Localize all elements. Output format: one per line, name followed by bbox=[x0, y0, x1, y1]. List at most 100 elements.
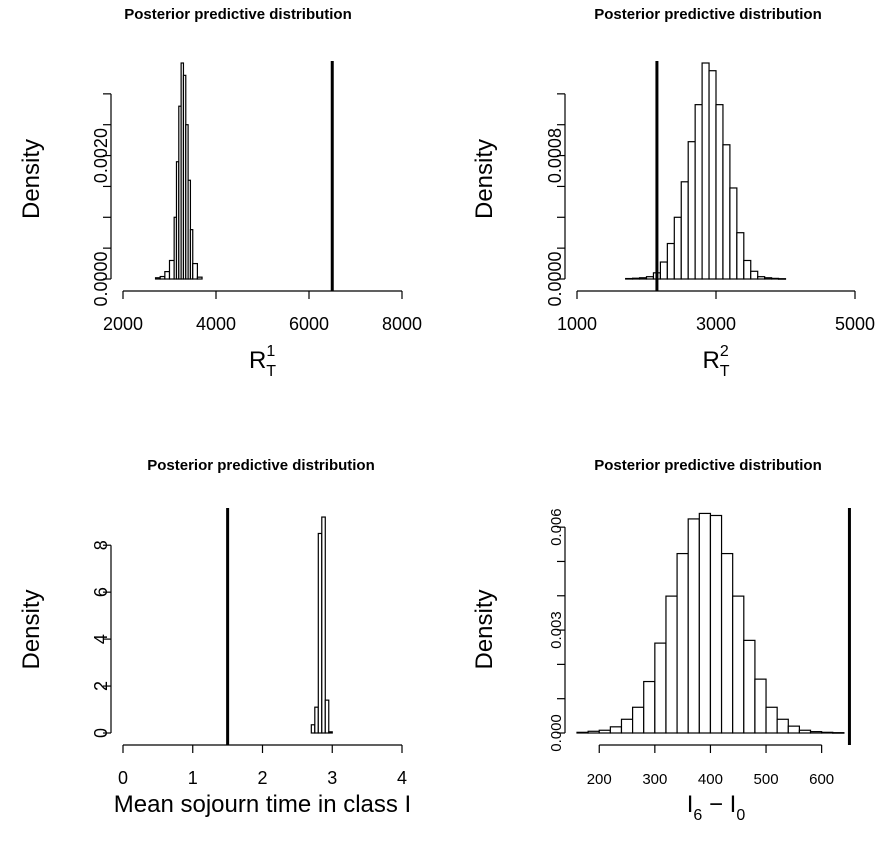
x-label-subscript: 0 bbox=[736, 807, 745, 824]
histogram-bar bbox=[676, 552, 689, 734]
histogram-bar bbox=[654, 642, 667, 734]
histogram-bar bbox=[777, 278, 787, 280]
y-axis-label: Density bbox=[18, 589, 45, 669]
y-axis-label: Density bbox=[471, 589, 498, 669]
x-label-minus: − I bbox=[702, 791, 736, 818]
y-tick-label: 0.0020 bbox=[91, 128, 111, 183]
histogram-bar bbox=[168, 259, 175, 280]
histogram-bar bbox=[798, 729, 812, 734]
x-tick-label: 8000 bbox=[382, 314, 422, 334]
histogram-bar bbox=[673, 216, 682, 280]
y-tick-label: 2 bbox=[91, 681, 111, 691]
y-tick-label: 0.0000 bbox=[91, 251, 111, 306]
chart-title: Posterior predictive distribution bbox=[147, 457, 375, 474]
histogram-bar bbox=[196, 276, 203, 280]
histogram-bar bbox=[687, 518, 700, 734]
histogram-bar bbox=[643, 680, 656, 734]
x-tick-label: 5000 bbox=[835, 314, 875, 334]
y-tick-label: 0.003 bbox=[548, 611, 565, 649]
histogram-bar bbox=[631, 706, 645, 734]
histogram-bar bbox=[680, 181, 689, 280]
x-tick-label: 3 bbox=[327, 768, 337, 788]
histogram-bar bbox=[687, 141, 696, 280]
x-axis-label: Mean sojourn time in class I bbox=[114, 791, 411, 818]
histogram-bar bbox=[770, 277, 780, 280]
histogram-bar bbox=[189, 229, 194, 280]
x-label-base: I bbox=[687, 791, 694, 818]
histogram-bar bbox=[708, 70, 717, 280]
histogram-bar bbox=[787, 725, 801, 734]
y-tick-label: 4 bbox=[91, 634, 111, 644]
histogram-bar bbox=[754, 678, 767, 734]
histogram-bar bbox=[638, 277, 648, 280]
histogram-bar bbox=[666, 242, 675, 280]
y-axis-label: Density bbox=[18, 139, 45, 219]
x-tick-label: 3000 bbox=[696, 314, 736, 334]
y-axis-label: Density bbox=[471, 139, 498, 219]
x-tick-label: 4000 bbox=[196, 314, 236, 334]
x-tick-label: 1 bbox=[188, 768, 198, 788]
histogram-bar bbox=[694, 104, 703, 280]
x-tick-label: 2000 bbox=[103, 314, 143, 334]
y-tick-label: 0.000 bbox=[548, 714, 565, 752]
y-tick-label: 8 bbox=[91, 540, 111, 550]
histogram-bar bbox=[620, 718, 634, 734]
histogram-bar bbox=[324, 699, 330, 734]
histogram-bar bbox=[645, 276, 655, 280]
histogram-bar bbox=[609, 726, 623, 734]
histogram-bar bbox=[701, 62, 710, 280]
x-label-base: R bbox=[702, 347, 719, 374]
histogram-bar bbox=[764, 277, 773, 280]
x-tick-label: 2 bbox=[257, 768, 267, 788]
histogram-bar bbox=[665, 595, 678, 734]
histogram-bar bbox=[743, 639, 756, 734]
histogram-bar bbox=[757, 276, 766, 280]
panel-4: Posterior predictive distribution 200 300 4… bbox=[471, 457, 851, 824]
x-axis-label: I6 − I0 bbox=[687, 791, 746, 824]
histogram-bar bbox=[720, 552, 734, 734]
x-label-subscript: T bbox=[720, 363, 730, 380]
histogram-bar bbox=[625, 277, 634, 280]
histogram-bar bbox=[776, 718, 789, 734]
x-axis-label: R2 T bbox=[702, 343, 729, 380]
histogram-bar bbox=[821, 731, 834, 734]
x-label-superscript: 1 bbox=[266, 343, 275, 360]
chart-title: Posterior predictive distribution bbox=[594, 6, 822, 23]
y-tick-label: 0.0000 bbox=[545, 251, 565, 306]
y-tick-label: 0 bbox=[91, 728, 111, 738]
y-tick-label: 0.006 bbox=[548, 508, 565, 546]
histogram-bar bbox=[743, 259, 752, 280]
y-tick-label: 0.0008 bbox=[545, 128, 565, 183]
panel-2: Posterior predictive distribution 1000 300… bbox=[471, 6, 875, 380]
x-tick-label: 6000 bbox=[289, 314, 329, 334]
x-tick-label: 400 bbox=[698, 771, 723, 788]
histogram-bar bbox=[598, 729, 611, 734]
histogram-bar bbox=[732, 595, 745, 734]
x-tick-label: 0 bbox=[118, 768, 128, 788]
histogram-bar bbox=[576, 731, 589, 734]
histogram-bar bbox=[809, 731, 823, 734]
histogram-bar bbox=[154, 277, 161, 280]
histogram-bar bbox=[722, 144, 731, 280]
x-label-subscript: 6 bbox=[693, 807, 702, 824]
x-label-base: R bbox=[249, 347, 266, 374]
chart-title: Posterior predictive distribution bbox=[124, 6, 352, 23]
histogram-bar bbox=[164, 270, 171, 280]
histogram-bar bbox=[328, 731, 333, 734]
histogram-bar bbox=[159, 275, 166, 280]
panel-3: Posterior predictive distribution 0 1 2 3 4 0 2… bbox=[18, 457, 411, 818]
x-tick-label: 4 bbox=[397, 768, 407, 788]
x-tick-label: 500 bbox=[754, 771, 779, 788]
x-axis-label: R1 T bbox=[249, 343, 276, 380]
histogram-bar bbox=[192, 262, 199, 280]
x-tick-label: 600 bbox=[809, 771, 834, 788]
histogram-bar bbox=[587, 730, 600, 734]
histogram-bar bbox=[715, 104, 724, 280]
histogram-bar bbox=[765, 706, 778, 734]
histogram-bar bbox=[832, 732, 845, 734]
y-tick-label: 6 bbox=[91, 587, 111, 597]
histogram-bar bbox=[736, 232, 745, 280]
histogram-bar bbox=[750, 270, 759, 280]
x-tick-label: 300 bbox=[642, 771, 667, 788]
